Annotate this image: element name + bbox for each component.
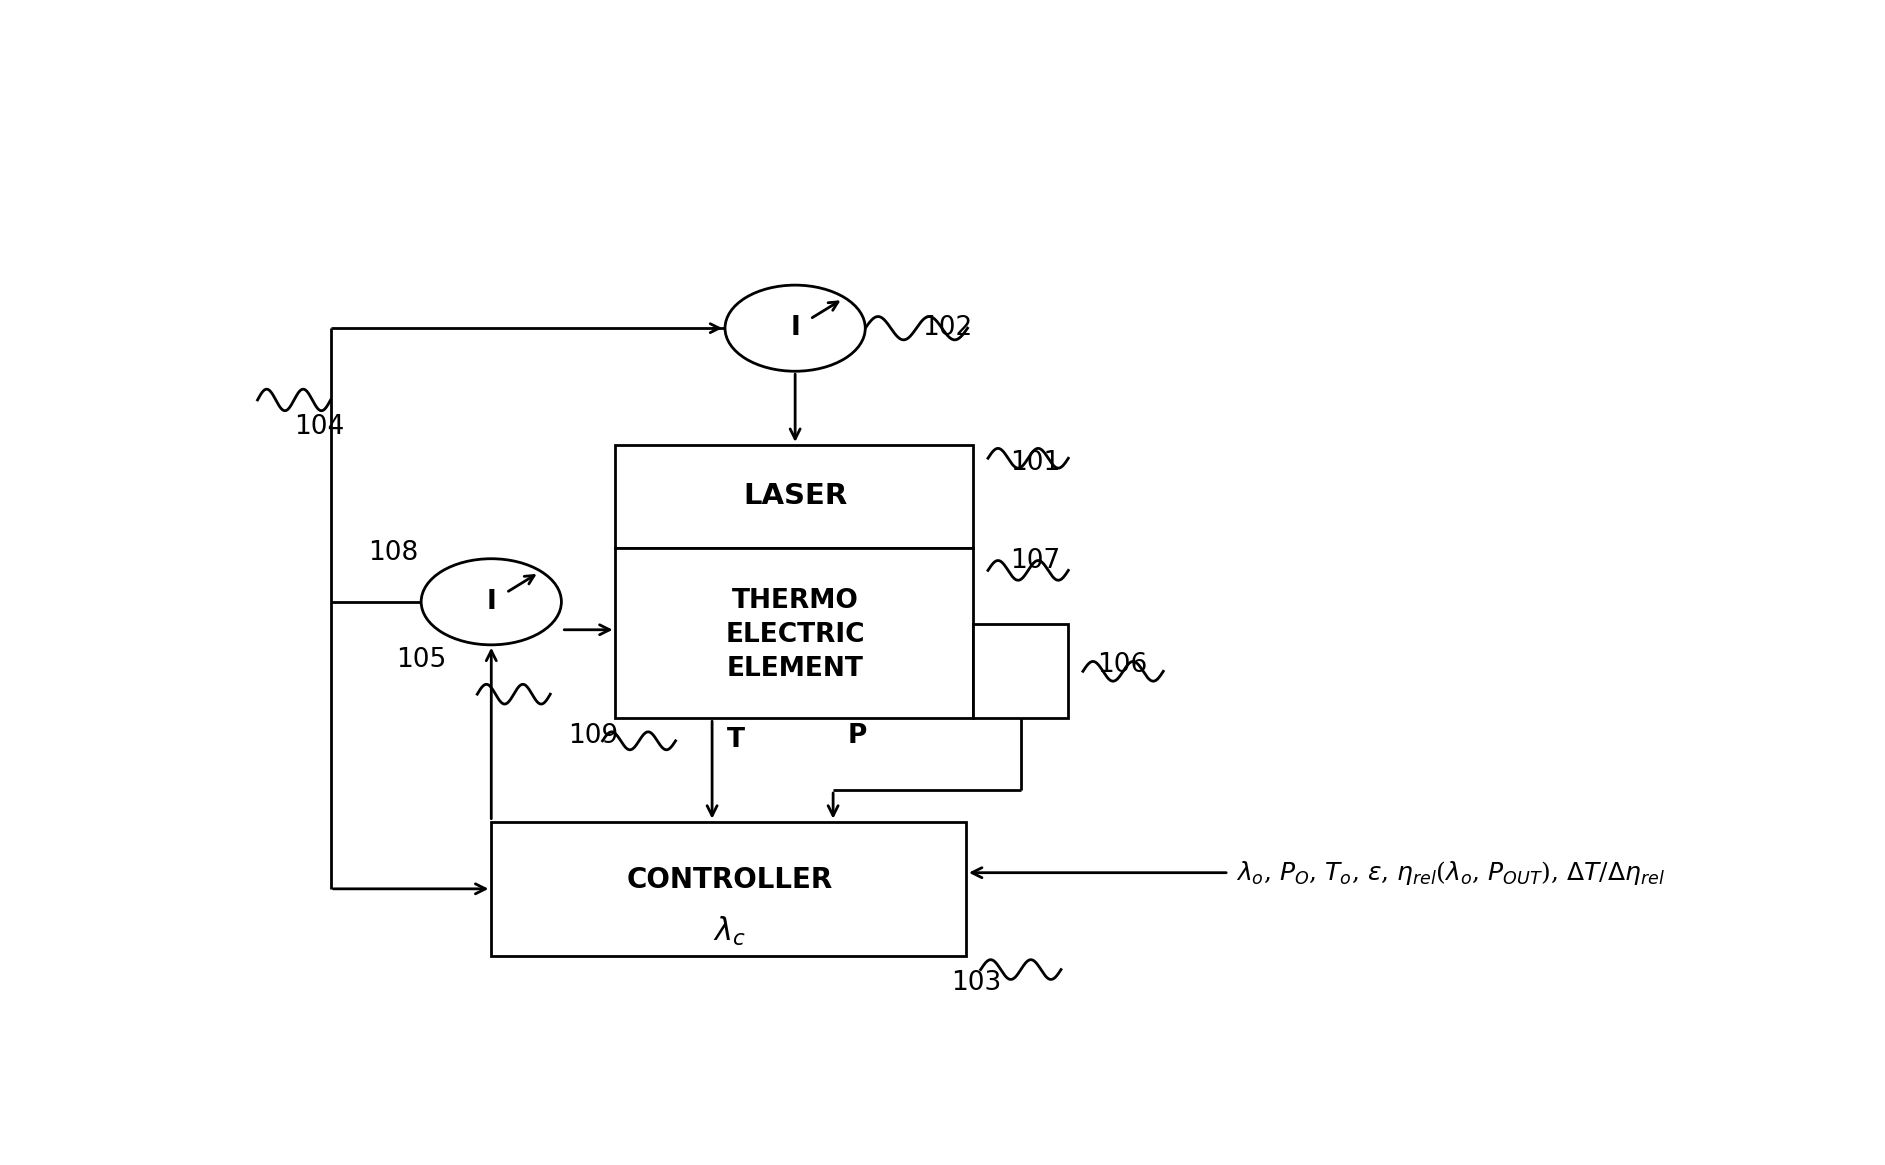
Text: CONTROLLER: CONTROLLER bbox=[626, 866, 833, 894]
Text: T: T bbox=[728, 727, 745, 754]
Circle shape bbox=[726, 285, 865, 372]
FancyBboxPatch shape bbox=[973, 624, 1069, 719]
Text: LASER: LASER bbox=[743, 482, 846, 510]
FancyBboxPatch shape bbox=[615, 445, 973, 548]
Circle shape bbox=[420, 559, 562, 645]
Text: I: I bbox=[790, 316, 799, 341]
Text: THERMO
ELECTRIC
ELEMENT: THERMO ELECTRIC ELEMENT bbox=[726, 588, 865, 682]
FancyBboxPatch shape bbox=[492, 821, 967, 956]
Text: 105: 105 bbox=[396, 647, 447, 673]
Text: 109: 109 bbox=[567, 723, 618, 749]
Text: 101: 101 bbox=[1010, 450, 1059, 475]
Text: 103: 103 bbox=[952, 970, 1001, 996]
Text: $\lambda_o$, $P_O$, $T_o$, $\varepsilon$, $\eta_{rel}$($\lambda_o$, $P_{OUT}$), : $\lambda_o$, $P_O$, $T_o$, $\varepsilon$… bbox=[1237, 859, 1664, 887]
Text: 102: 102 bbox=[922, 316, 973, 341]
Text: 106: 106 bbox=[1097, 651, 1148, 678]
Text: 108: 108 bbox=[368, 539, 418, 566]
Text: 104: 104 bbox=[294, 414, 345, 440]
Text: 107: 107 bbox=[1010, 549, 1059, 574]
Text: P: P bbox=[848, 722, 867, 749]
Text: $\lambda_c$: $\lambda_c$ bbox=[713, 915, 746, 947]
Text: I: I bbox=[486, 588, 496, 615]
FancyBboxPatch shape bbox=[615, 548, 973, 719]
